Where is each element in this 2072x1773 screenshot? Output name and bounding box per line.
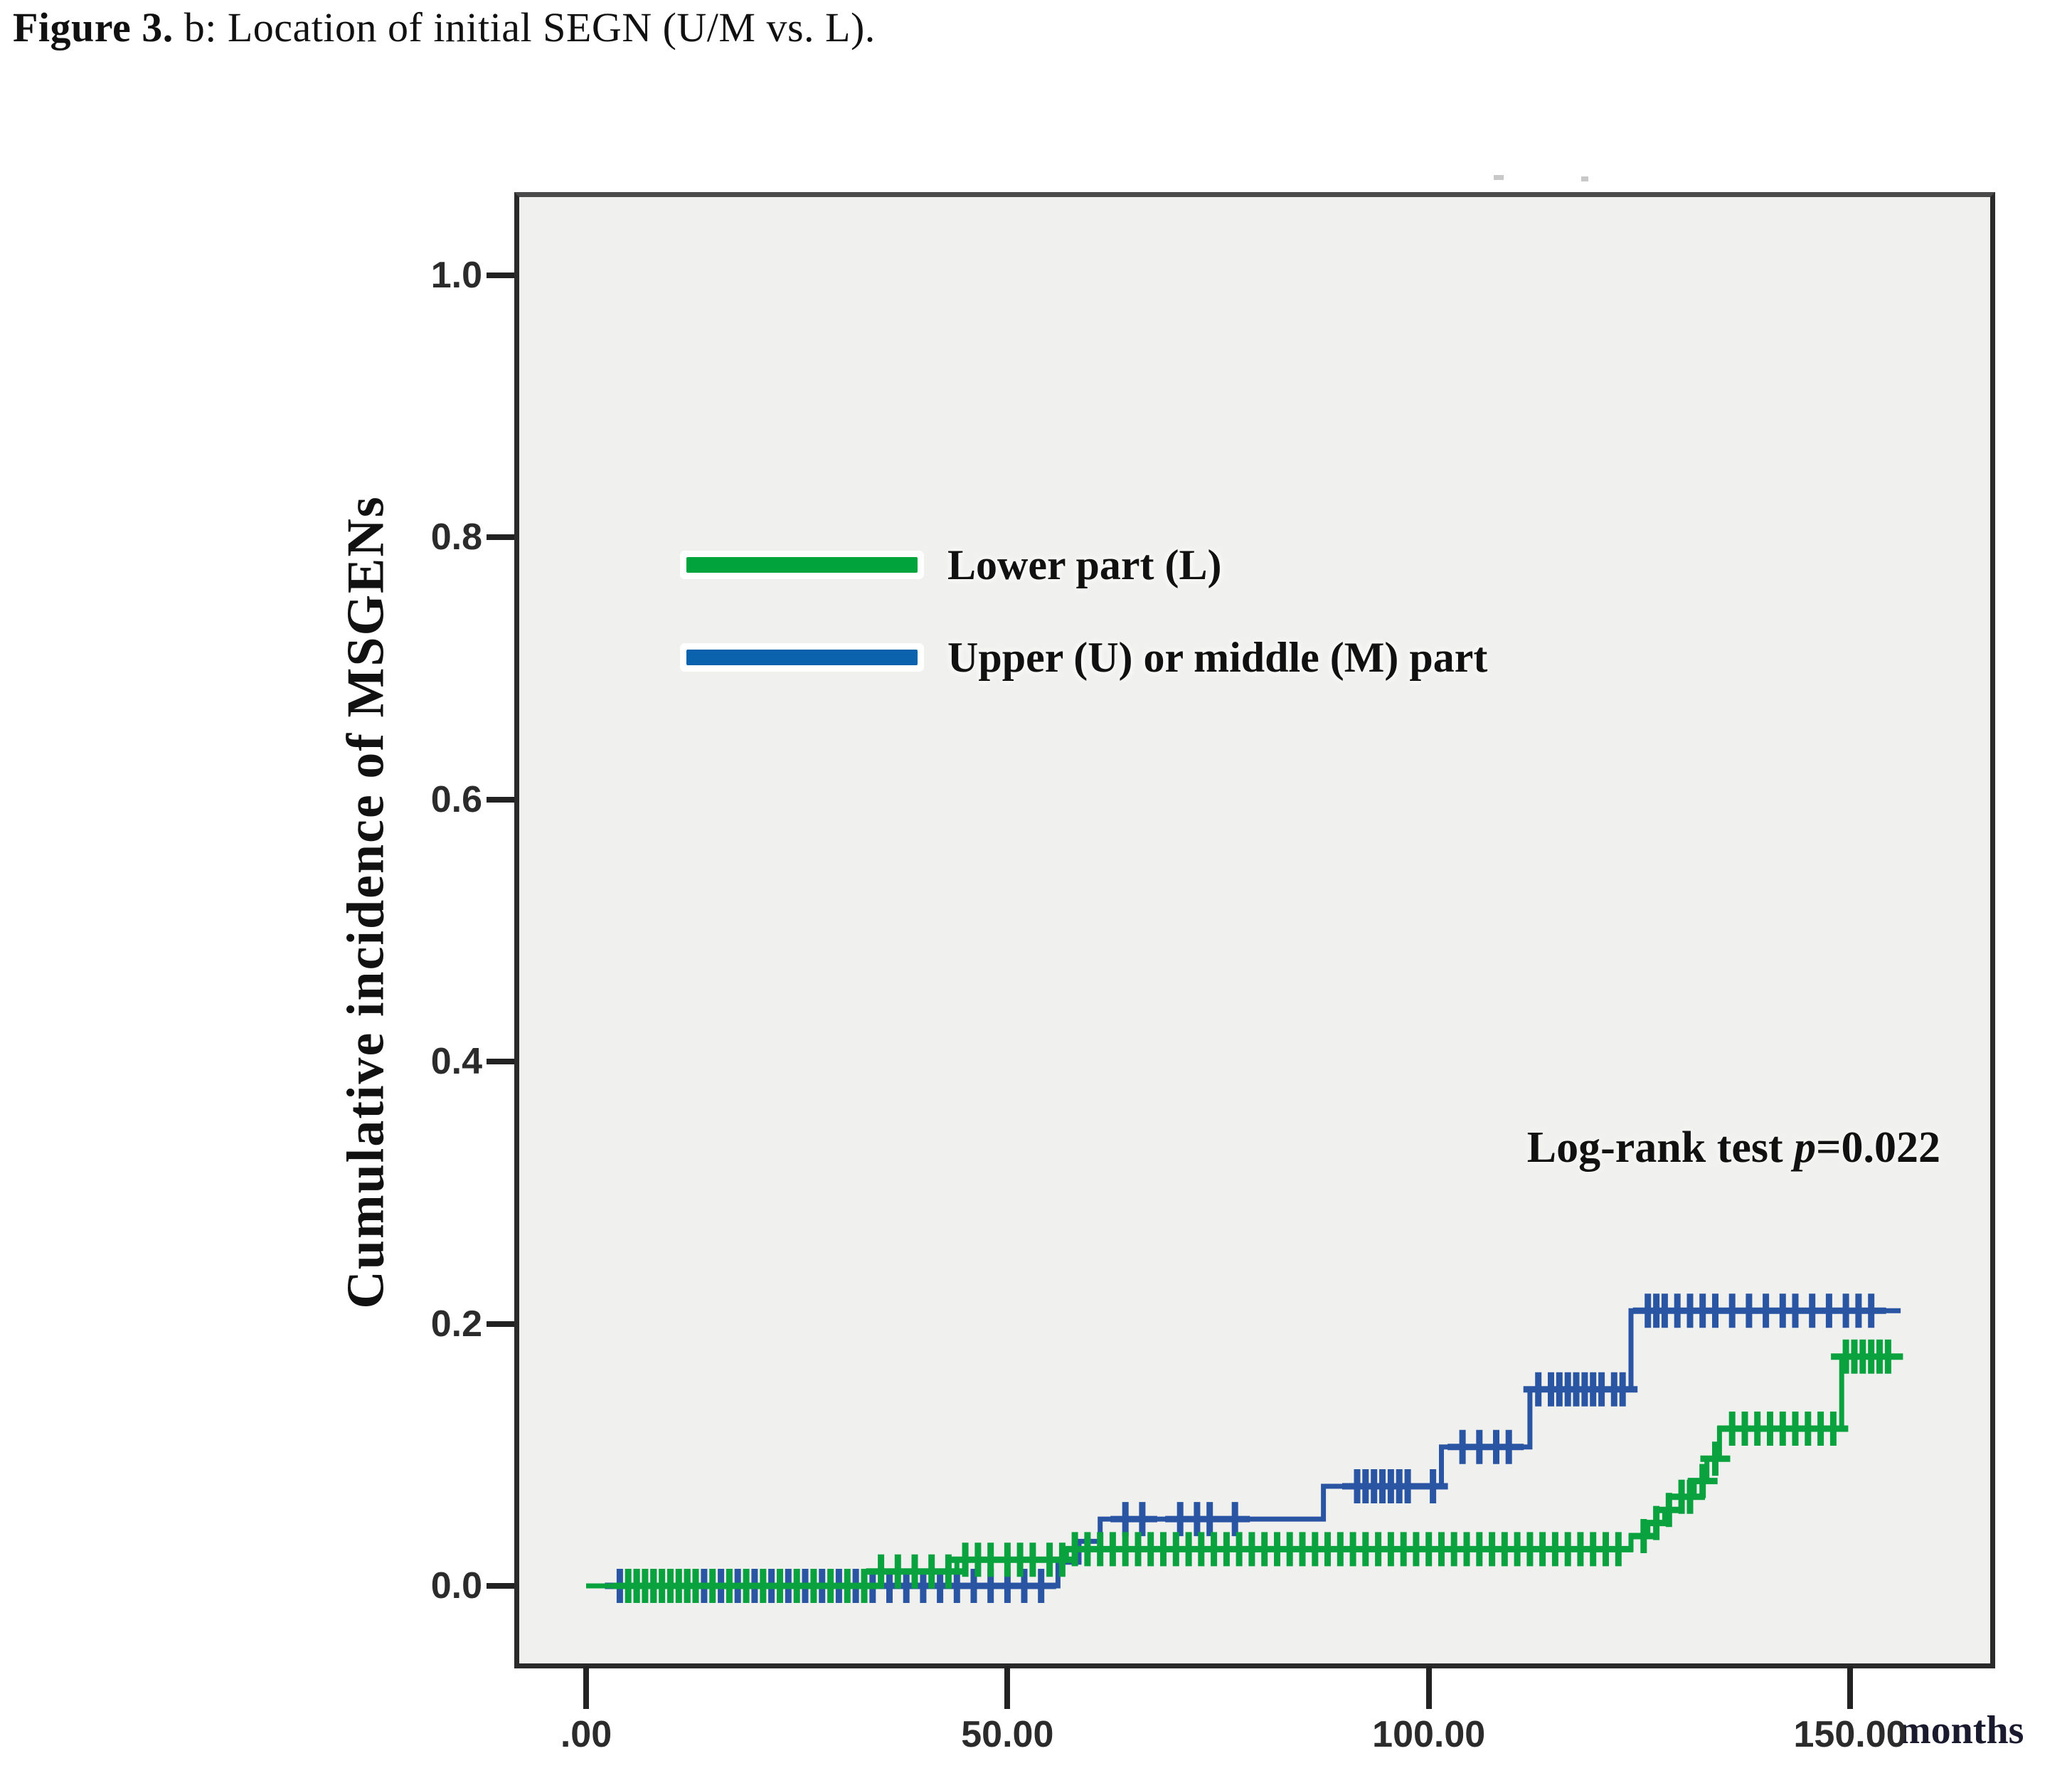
legend-swatch-upper-middle-part <box>686 650 918 665</box>
y-axis-tick <box>487 1583 514 1589</box>
curve-upper-u-or-middle-m-part <box>586 1308 1901 1589</box>
y-axis-tick <box>487 534 514 541</box>
figure-caption: Figure 3. b: Location of initial SEGN (U… <box>13 4 876 52</box>
x-axis-tick <box>1847 1666 1854 1709</box>
figure-caption-number: Figure 3. <box>13 4 174 51</box>
y-axis-tick-label: 1.0 <box>430 255 482 296</box>
censor-marks-lower-part-l- <box>613 1339 1903 1603</box>
x-axis-tick <box>1425 1666 1432 1709</box>
log-rank-p-value: =0.022 <box>1816 1123 1940 1172</box>
censor-marks-upper-u-or-middle-m-part <box>605 1293 1886 1603</box>
y-axis-title: Cumulative incidence of MSGENs <box>336 495 395 1309</box>
survival-curves-canvas <box>586 1293 1903 1603</box>
y-axis-tick <box>487 1059 514 1065</box>
x-axis-unit-label: months <box>1898 1708 2024 1752</box>
figure-caption-text: b: Location of initial SEGN (U/M vs. L). <box>173 4 876 51</box>
y-axis-tick-label: 0.0 <box>430 1565 482 1607</box>
y-axis-tick <box>487 272 514 278</box>
y-axis-tick <box>487 796 514 803</box>
log-rank-text: Log-rank test <box>1526 1123 1795 1172</box>
x-axis-tick-label: 150.00 <box>1793 1714 1907 1755</box>
x-axis-tick <box>583 1666 589 1709</box>
artifact-mark <box>1581 176 1588 181</box>
log-rank-annotation: Log-rank test p=0.022 <box>1527 1123 1940 1173</box>
y-axis-tick-label: 0.2 <box>430 1303 482 1345</box>
log-rank-p-symbol: p <box>1794 1123 1817 1172</box>
legend-label-lower-part: Lower part (L) <box>947 541 1222 588</box>
plot-area <box>514 192 1995 1668</box>
artifact-mark <box>1494 175 1504 180</box>
y-axis-tick-label: 0.8 <box>430 517 482 559</box>
x-axis-tick-label: .00 <box>560 1714 612 1755</box>
y-axis-tick <box>487 1321 514 1327</box>
x-axis-tick-label: 50.00 <box>961 1714 1054 1755</box>
legend-label-upper-middle-part: Upper (U) or middle (M) part <box>947 634 1488 681</box>
y-axis-tick-label: 0.6 <box>430 778 482 820</box>
x-axis-tick-label: 100.00 <box>1372 1714 1486 1755</box>
legend-swatch-lower-part <box>686 557 918 573</box>
x-axis-tick <box>1004 1666 1011 1709</box>
y-axis-tick-label: 0.4 <box>430 1041 482 1083</box>
